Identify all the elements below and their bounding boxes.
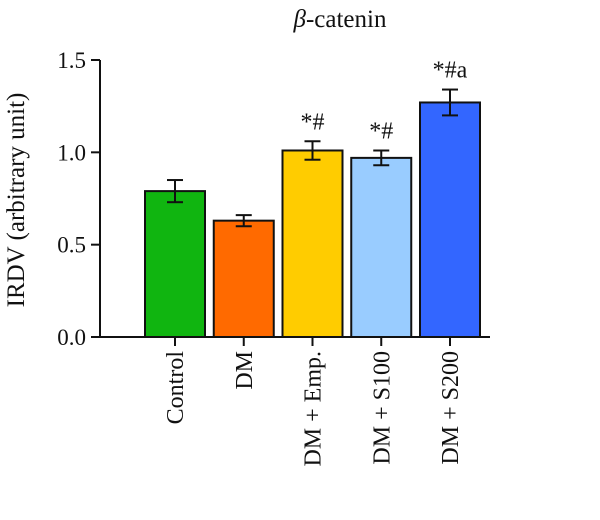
- x-tick-label: DM + S200: [438, 351, 464, 465]
- x-tick-label: DM + S100: [369, 351, 395, 465]
- significance-label: *#a: [433, 58, 468, 84]
- bar: [419, 101, 481, 339]
- chart-title-greek: β: [293, 6, 307, 33]
- chart-title-rest: -catenin: [306, 6, 387, 33]
- x-tick-label: Control: [163, 351, 189, 425]
- y-axis: 0.0 0.5 1.0 1.5: [57, 48, 101, 350]
- bar: [350, 156, 413, 338]
- significance-label: *#: [369, 118, 393, 144]
- significance-label: *#: [301, 109, 325, 135]
- bars-group: *# *# *#a: [144, 58, 481, 339]
- x-tick-label: DM: [232, 351, 258, 390]
- x-tick-label: DM + Emp.: [301, 351, 327, 467]
- bar: [212, 219, 275, 338]
- y-tick-label: 1.0: [57, 140, 86, 165]
- y-tick-label: 0.5: [57, 233, 86, 258]
- y-axis-label: IRDV (arbitrary unit): [3, 93, 30, 308]
- bar: [144, 190, 206, 338]
- bar: [281, 149, 344, 338]
- y-tick-label: 1.5: [57, 48, 86, 73]
- y-tick-label: 0.0: [57, 325, 86, 350]
- x-axis: Control DM DM + Emp. DM + S100 DM + S200: [100, 336, 490, 467]
- chart-title: β-catenin: [293, 6, 387, 33]
